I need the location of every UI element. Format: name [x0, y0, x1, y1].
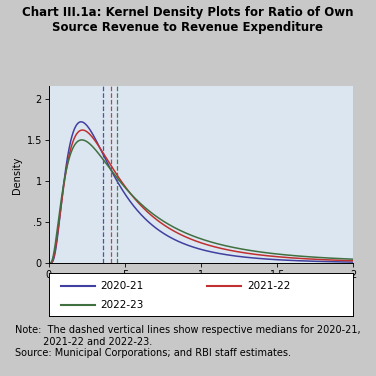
Text: 2022-23: 2022-23 [101, 300, 144, 310]
Text: 2021-22: 2021-22 [247, 280, 290, 291]
Text: 2020-21: 2020-21 [101, 280, 144, 291]
Text: Source: Municipal Corporations; and RBI staff estimates.: Source: Municipal Corporations; and RBI … [15, 348, 291, 358]
Text: Chart III.1a: Kernel Density Plots for Ratio of Own
Source Revenue to Revenue Ex: Chart III.1a: Kernel Density Plots for R… [22, 6, 354, 33]
X-axis label: Own Source Revenue to Revenue Expenditure: Own Source Revenue to Revenue Expenditur… [88, 284, 314, 294]
Y-axis label: Density: Density [12, 156, 23, 194]
Text: Note:  The dashed vertical lines show respective medians for 2020-21,: Note: The dashed vertical lines show res… [15, 325, 361, 335]
Text: 2021-22 and 2022-23.: 2021-22 and 2022-23. [15, 337, 152, 347]
